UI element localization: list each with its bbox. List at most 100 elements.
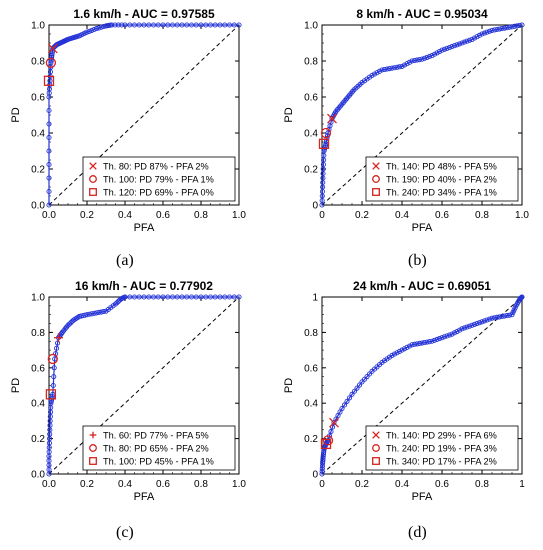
- y-tick-label: 0.6: [304, 363, 318, 374]
- roc-point: [51, 374, 57, 380]
- chance-diagonal: [321, 296, 523, 475]
- x-tick-label: 0: [319, 479, 325, 490]
- roc-point: [320, 457, 326, 463]
- roc-point: [217, 22, 223, 28]
- chart-title: 1.6 km/h - AUC = 0.97585: [73, 7, 215, 21]
- roc-point: [494, 314, 500, 320]
- roc-point: [381, 67, 388, 73]
- roc-point: [404, 61, 410, 67]
- legend-entry: Th. 240: PD 19% - PFA 3%: [386, 444, 497, 454]
- roc-point: [150, 294, 157, 300]
- legend-symbol-circle: [372, 444, 380, 452]
- roc-point: [66, 321, 72, 327]
- roc-point: [174, 294, 180, 300]
- roc-point: [396, 64, 403, 70]
- legend-entry: Th. 340: PD 17% - PFA 2%: [386, 457, 497, 467]
- y-tick-label: 1: [312, 293, 318, 304]
- roc-point: [193, 294, 199, 300]
- roc-point: [469, 36, 475, 42]
- roc-panel-0: 1.6 km/h - AUC = 0.97585 0.0 0.2 0.4 0.6 0.8 1…: [10, 7, 246, 234]
- roc-point: [459, 326, 465, 332]
- roc-point: [112, 22, 118, 28]
- legend-entry: Th. 190: PD 40% - PFA 2%: [386, 175, 497, 185]
- x-axis-label: PFA: [412, 491, 433, 503]
- roc-point: [376, 68, 383, 74]
- roc-point: [349, 391, 355, 397]
- roc-point: [424, 339, 430, 345]
- legend-box: [365, 425, 519, 471]
- roc-point: [431, 51, 438, 57]
- roc-point: [98, 309, 104, 315]
- threshold-marker-x: [327, 113, 337, 124]
- y-tick-label: 0: [312, 201, 318, 212]
- roc-point: [49, 49, 55, 55]
- roc-point: [320, 459, 326, 465]
- roc-point: [404, 344, 410, 350]
- roc-point: [491, 27, 498, 33]
- roc-point: [486, 28, 493, 34]
- legend-entry: Th. 120: PD 69% - PFA 0%: [103, 188, 214, 198]
- roc-point: [127, 294, 133, 300]
- roc-point: [489, 27, 495, 33]
- y-tick-label: 0.0: [31, 201, 45, 212]
- roc-point: [361, 376, 368, 382]
- roc-point: [506, 312, 513, 318]
- roc-point: [384, 66, 390, 72]
- x-axis-label: PFA: [134, 222, 155, 234]
- roc-point: [489, 315, 495, 321]
- roc-point: [46, 175, 52, 181]
- roc-point: [46, 202, 52, 208]
- roc-point: [46, 161, 52, 168]
- roc-point: [439, 335, 445, 341]
- y-tick-label: 0.2: [304, 165, 318, 176]
- roc-point: [474, 34, 480, 40]
- roc-point: [479, 319, 485, 325]
- x-tick-label: 0.4: [118, 479, 132, 490]
- roc-point: [434, 50, 440, 56]
- x-tick-label: 0.8: [194, 210, 208, 221]
- roc-point: [366, 371, 373, 377]
- chance-diagonal: [48, 296, 240, 475]
- roc-point: [165, 294, 171, 300]
- roc-point: [471, 321, 478, 327]
- roc-point: [320, 451, 326, 458]
- roc-point: [504, 313, 510, 319]
- roc-point: [421, 340, 428, 346]
- x-tick-label: 0.6: [156, 479, 170, 490]
- threshold-marker-circle: [320, 127, 332, 139]
- roc-point: [379, 67, 385, 73]
- panel-label-a: (a): [116, 252, 134, 269]
- legend-symbol-square: [372, 457, 380, 465]
- y-tick-label: 0.6: [304, 93, 318, 104]
- roc-point: [426, 339, 433, 345]
- roc-point: [411, 341, 418, 347]
- panel-label-d: (d): [408, 524, 427, 541]
- x-tick-label: 1.0: [232, 210, 246, 221]
- roc-point: [441, 334, 448, 340]
- roc-point: [226, 294, 233, 300]
- roc-point: [174, 22, 180, 28]
- roc-point: [444, 45, 450, 51]
- y-axis-label: PD: [10, 378, 22, 393]
- roc-point: [203, 22, 209, 28]
- roc-point: [501, 25, 508, 31]
- roc-point: [101, 309, 107, 315]
- roc-point: [434, 336, 440, 343]
- legend-symbol-square: [372, 188, 380, 196]
- roc-point: [146, 294, 152, 300]
- roc-point: [341, 402, 348, 408]
- roc-point: [319, 471, 325, 477]
- x-tick-label: 0.4: [395, 479, 409, 490]
- roc-point: [115, 298, 121, 304]
- roc-point: [339, 405, 345, 412]
- roc-point: [50, 382, 56, 389]
- roc-point: [188, 294, 195, 300]
- legend-entry: Th. 140: PD 29% - PFA 6%: [386, 431, 497, 441]
- roc-point: [409, 342, 415, 348]
- roc-point: [184, 294, 190, 300]
- roc-point: [179, 22, 185, 28]
- roc-point: [46, 107, 52, 114]
- roc-point: [127, 22, 133, 28]
- y-axis-label: PD: [283, 378, 295, 393]
- y-tick-label: 0.0: [31, 470, 45, 481]
